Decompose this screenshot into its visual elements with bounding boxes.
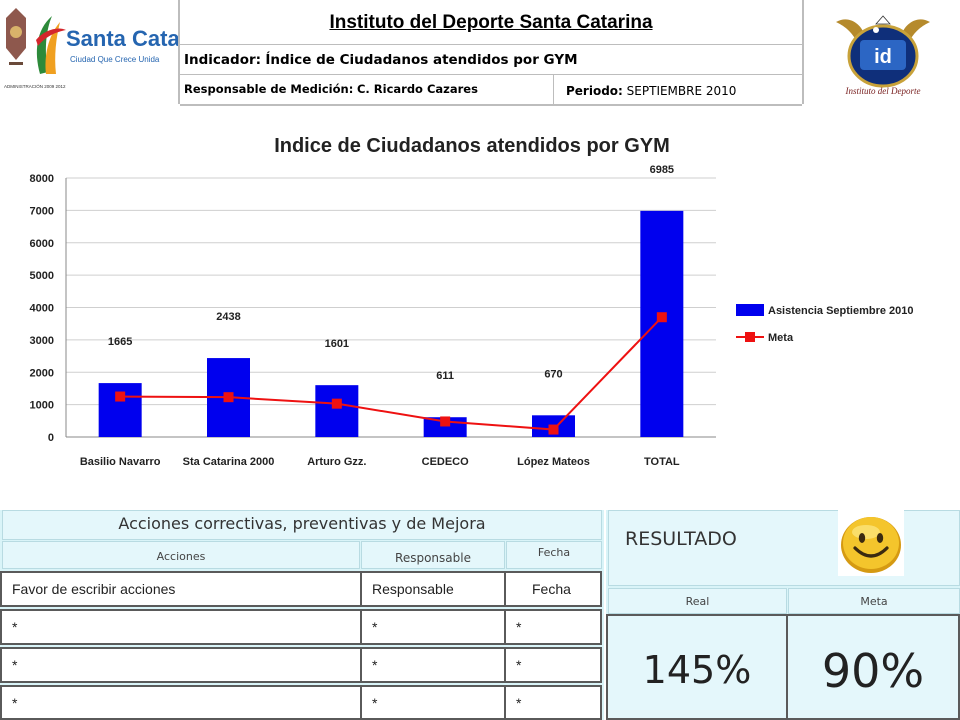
y-tick-label: 4000 — [30, 303, 54, 315]
bar-data-label: 1601 — [325, 338, 349, 350]
right-logo-monogram: id — [874, 46, 892, 68]
y-tick-label: 6000 — [30, 238, 54, 250]
action-input[interactable]: * — [0, 609, 362, 645]
column-header-responsable: Responsable — [395, 551, 471, 565]
chart-legend: Asistencia Septiembre 2010 Meta — [736, 304, 914, 344]
x-tick-label: CEDECO — [422, 456, 470, 468]
column-header-fecha: Fecha — [537, 546, 571, 559]
meta-point — [440, 416, 451, 427]
real-label-cell: Real — [608, 588, 787, 614]
actions-title-cell: Acciones correctivas, preventivas y de M… — [2, 510, 602, 540]
y-tick-label: 8000 — [30, 173, 54, 185]
chart-title: Indice de Ciudadanos atendidos por GYM — [274, 135, 670, 157]
indicator-label: Indicador: — [184, 52, 262, 68]
legend-label: Asistencia Septiembre 2010 — [768, 305, 914, 317]
action-input[interactable]: * — [0, 685, 362, 720]
period-value: SEPTIEMBRE 2010 — [626, 84, 737, 98]
bar-data-label: 2438 — [216, 311, 240, 323]
municipal-seal-icon — [4, 4, 28, 74]
responsible-value: C. Ricardo Cazares — [356, 82, 478, 96]
responsible-line: Responsable de Medición: C. Ricardo Caza… — [184, 82, 478, 96]
date-input[interactable]: Fecha — [504, 571, 602, 607]
meta-label-cell: Meta — [788, 588, 960, 614]
chart-svg: Indice de Ciudadanos atendidos por GYM 0… — [30, 135, 914, 468]
actions-title: Acciones correctivas, preventivas y de M… — [118, 514, 486, 533]
eagle-shield-icon — [836, 15, 930, 88]
real-value: 145% — [642, 648, 752, 692]
result-title-cell: RESULTADO — [608, 510, 960, 586]
meta-value-cell: 90% — [786, 614, 960, 720]
meta-point — [331, 398, 342, 409]
result-title: RESULTADO — [625, 528, 737, 550]
bar-data-label: 611 — [436, 370, 454, 382]
bar-data-label: 670 — [544, 368, 562, 380]
y-tick-label: 1000 — [30, 400, 54, 412]
santa-catarina-logo: Santa Catarina Ciudad Que Crece Unida AD… — [0, 0, 221, 100]
x-tick-label: Arturo Gzz. — [307, 456, 366, 468]
y-tick-label: 2000 — [30, 367, 54, 379]
responsable-col-header-cell: Responsable — [361, 541, 505, 569]
actions-col-header-cell: Acciones — [2, 541, 360, 569]
bar-data-label: 6985 — [650, 164, 674, 176]
bar — [315, 385, 359, 437]
x-tick-label: López Mateos — [517, 456, 590, 468]
action-input[interactable]: Favor de escribir acciones — [0, 571, 362, 607]
indicator-value: Índice de Ciudadanos atendidos por GYM — [265, 52, 578, 68]
responsible-input[interactable]: * — [360, 609, 506, 645]
instituto-deporte-logo: id Instituto del Deporte — [806, 0, 960, 104]
responsible-input[interactable]: Responsable — [360, 571, 506, 607]
smiley-face-icon — [838, 510, 904, 576]
x-tick-label: TOTAL — [644, 456, 680, 468]
meta-series-line — [120, 316, 663, 431]
responsible-label: Responsable de Medición: — [184, 82, 354, 96]
meta-label: Meta — [860, 595, 888, 608]
period-label: Periodo: — [566, 84, 623, 98]
page-title: Instituto del Deporte Santa Catarina — [329, 12, 653, 33]
fecha-col-header-cell: Fecha — [506, 541, 602, 569]
legend-swatch-bar — [736, 304, 764, 316]
y-tick-label: 0 — [48, 432, 54, 444]
responsible-input[interactable]: * — [360, 685, 506, 720]
left-seal-text: ADMINISTRACIÓN 2009 2012 — [4, 83, 66, 89]
bar — [640, 210, 684, 437]
date-input[interactable]: * — [504, 609, 602, 645]
right-logo-text: Instituto del Deporte — [845, 86, 921, 96]
responsible-input[interactable]: * — [360, 647, 506, 683]
attendance-chart: Indice de Ciudadanos atendidos por GYM 0… — [0, 122, 960, 482]
left-logo-text: Santa Catarina — [66, 26, 180, 51]
column-header-acciones: Acciones — [156, 550, 206, 563]
action-input[interactable]: * — [0, 647, 362, 683]
meta-point — [223, 392, 234, 403]
y-tick-label: 3000 — [30, 335, 54, 347]
y-tick-label: 7000 — [30, 205, 54, 217]
indicator-line: Indicador: Índice de Ciudadanos atendido… — [184, 52, 578, 68]
date-input[interactable]: * — [504, 647, 602, 683]
real-label: Real — [685, 595, 710, 608]
real-value-cell: 145% — [606, 614, 788, 720]
period-line: Periodo: SEPTIEMBRE 2010 — [566, 84, 736, 98]
meta-point — [548, 424, 559, 435]
y-tick-label: 5000 — [30, 270, 54, 282]
legend-swatch-marker — [745, 332, 755, 342]
date-input[interactable]: * — [504, 685, 602, 720]
bar — [98, 383, 142, 437]
meta-value: 90% — [821, 644, 925, 698]
x-tick-label: Basilio Navarro — [80, 456, 161, 468]
bar-data-label: 1665 — [108, 336, 132, 348]
meta-point — [115, 391, 126, 402]
meta-point — [656, 312, 667, 323]
left-logo-slogan: Ciudad Que Crece Unida — [70, 55, 160, 64]
santa-catarina-swoosh-icon — [36, 16, 66, 74]
x-tick-label: Sta Catarina 2000 — [183, 456, 275, 468]
legend-label: Meta — [768, 332, 794, 344]
